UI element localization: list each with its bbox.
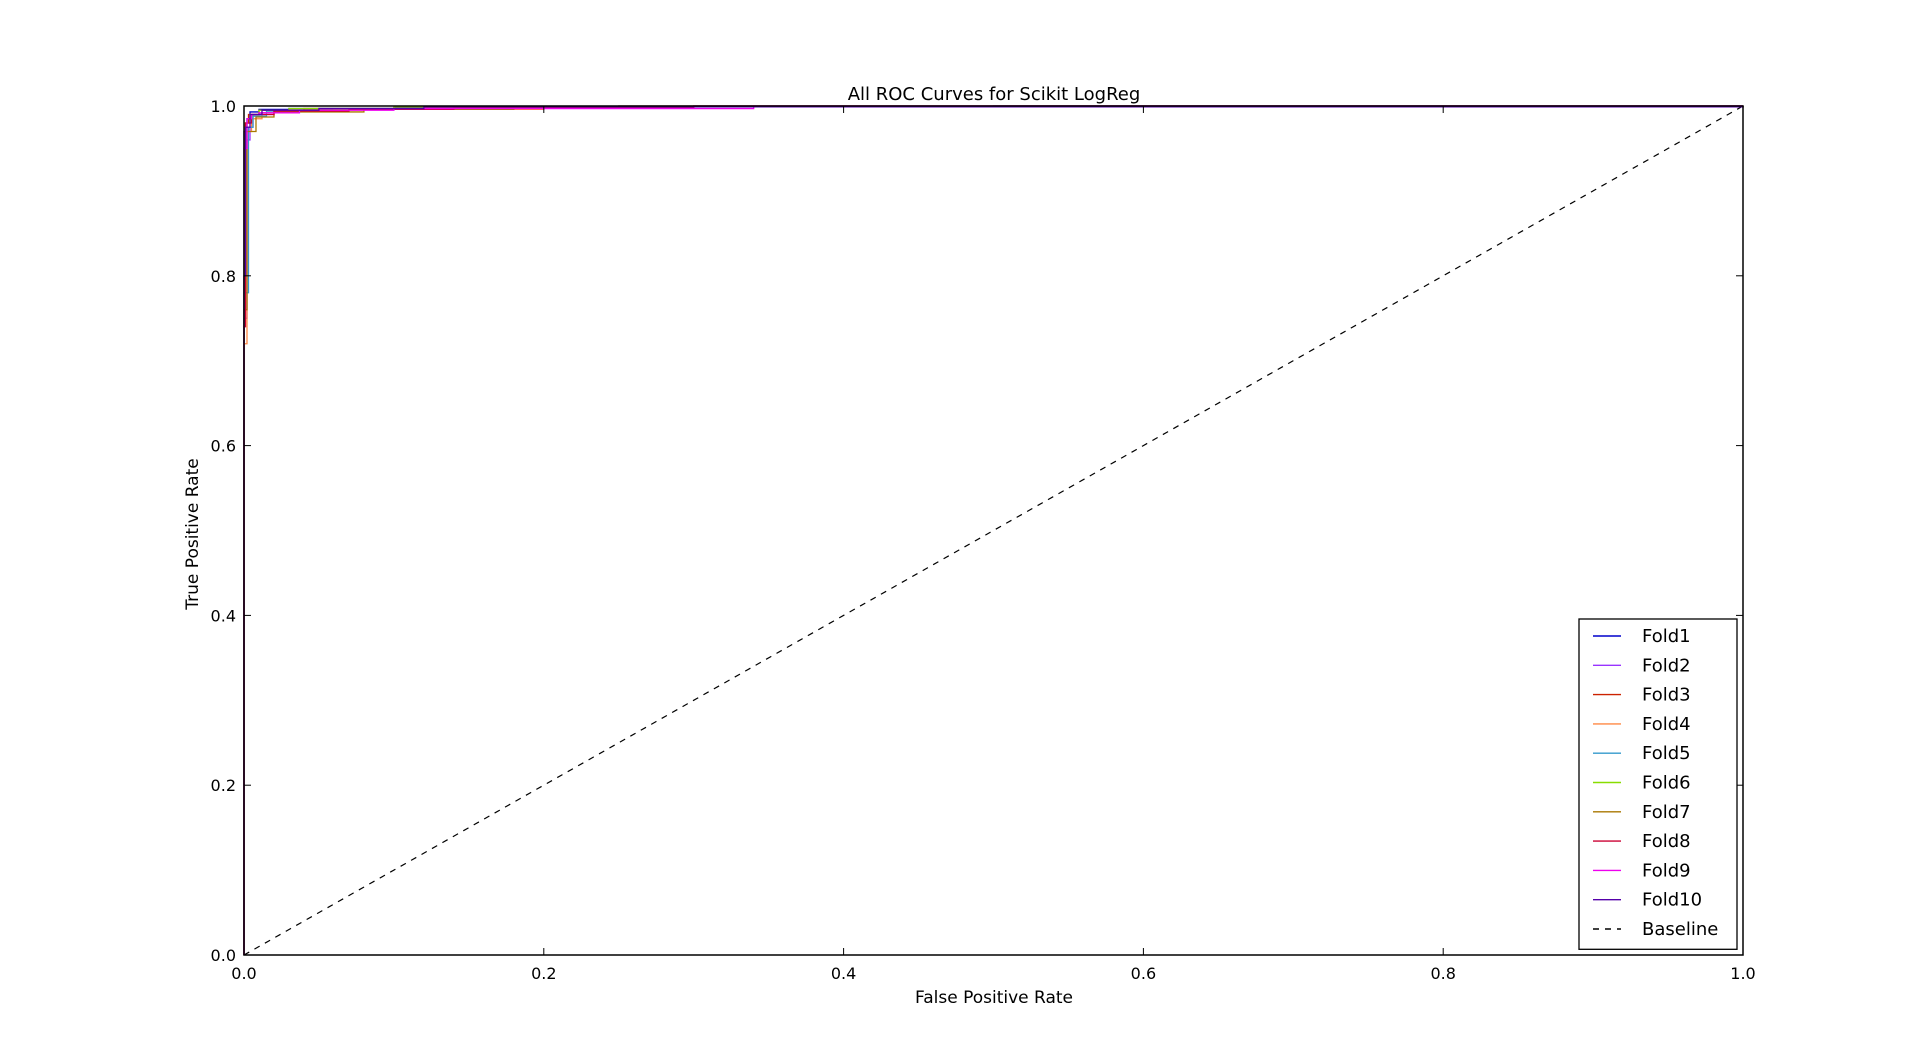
- legend-label-baseline: Baseline: [1642, 919, 1718, 940]
- legend-label-fold8: Fold8: [1642, 831, 1691, 852]
- x-tick-label: 1.0: [1730, 964, 1755, 983]
- plot-area: 0.0 0.2 0.4 0.6 0.8 1.0 0.0 0.2 0.4 0.6 0.8 1.0: [211, 97, 1756, 983]
- legend-label-fold9: Fold9: [1642, 860, 1691, 881]
- legend-label-fold5: Fold5: [1642, 743, 1691, 764]
- y-tick-label: 1.0: [211, 97, 236, 116]
- legend-label-fold4: Fold4: [1642, 714, 1691, 735]
- legend-label-fold6: Fold6: [1642, 773, 1691, 794]
- legend-box: [1578, 618, 1738, 950]
- legend: Fold1 Fold2 Fold3 Fold4 Fold5 Fold6 Fold7 Fold8…: [1578, 618, 1738, 950]
- legend-label-fold2: Fold2: [1642, 655, 1691, 676]
- legend-label-fold3: Fold3: [1642, 685, 1691, 706]
- y-tick-label: 0.6: [211, 437, 236, 456]
- y-tick-label: 0.2: [211, 776, 236, 795]
- legend-label-fold7: Fold7: [1642, 802, 1691, 823]
- x-tick-label: 0.8: [1430, 964, 1455, 983]
- x-tick-label: 0.2: [531, 964, 556, 983]
- chart-title: All ROC Curves for Scikit LogReg: [848, 84, 1141, 105]
- plot-frame: [243, 105, 1744, 956]
- y-axis-label: True Positive Rate: [183, 458, 203, 610]
- legend-label-fold10: Fold10: [1642, 890, 1702, 911]
- roc-line-fold10: [243, 106, 1744, 955]
- x-axis-label: False Positive Rate: [915, 988, 1073, 1008]
- y-tick-label: 0.4: [211, 606, 236, 625]
- legend-label-fold1: Fold1: [1642, 626, 1691, 647]
- y-tick-label: 0.8: [211, 267, 236, 286]
- x-tick-label: 0.6: [1131, 964, 1156, 983]
- x-tick-label: 0.4: [831, 964, 856, 983]
- x-tick-label: 0.0: [231, 964, 256, 983]
- y-tick-label: 0.0: [211, 946, 236, 965]
